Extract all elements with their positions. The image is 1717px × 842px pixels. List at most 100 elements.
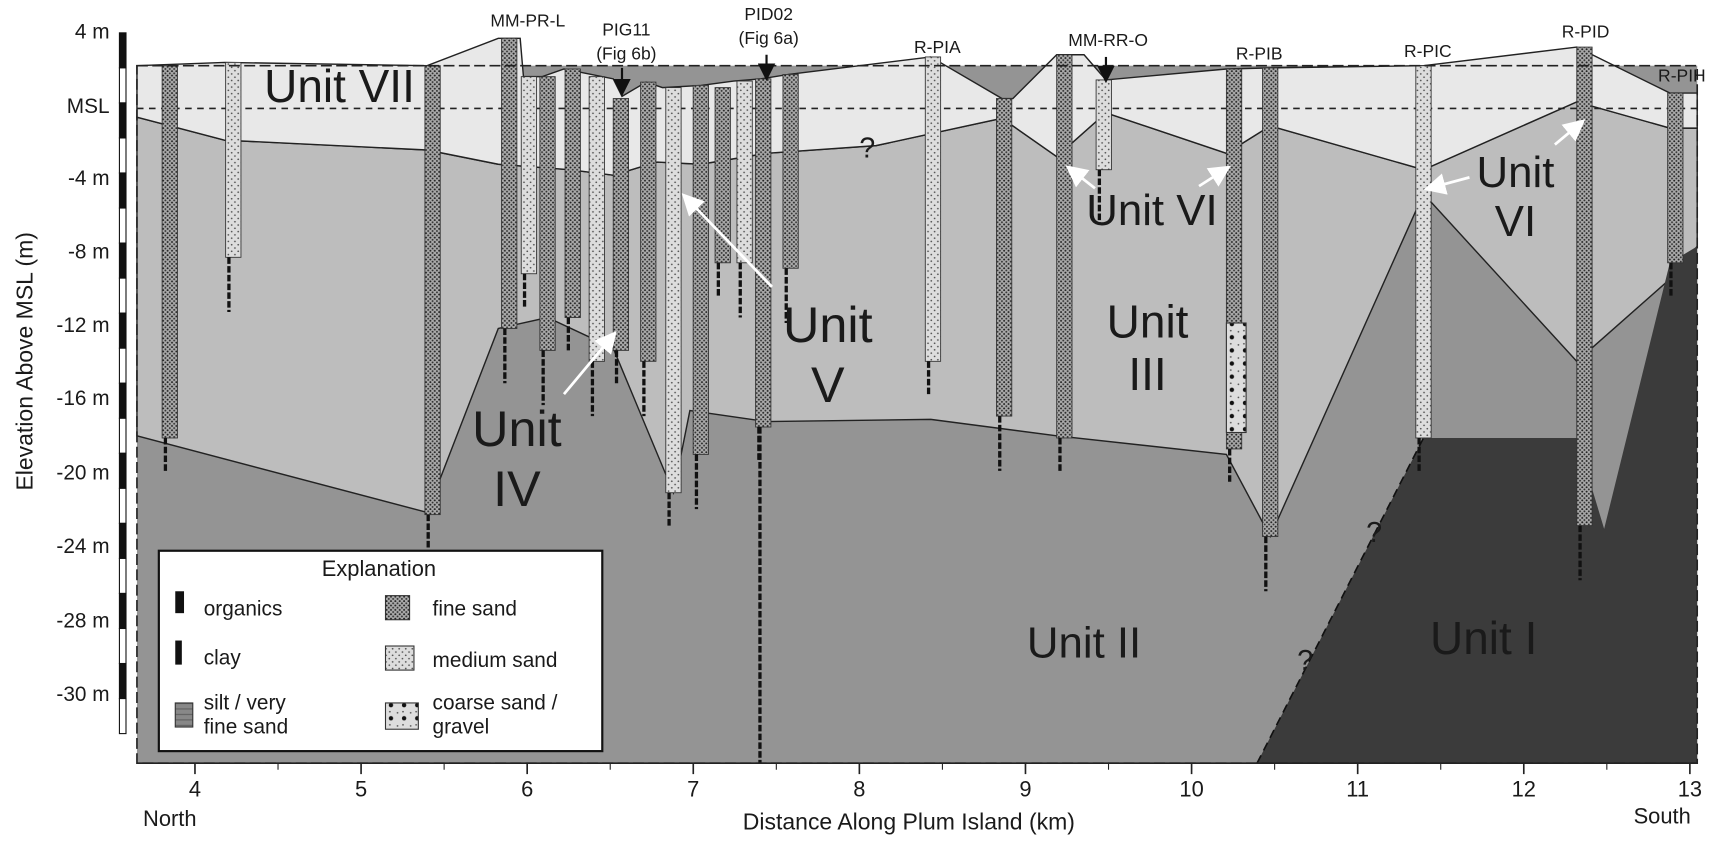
x-tick-label: 8	[853, 776, 865, 801]
ruler-segment	[119, 699, 126, 734]
core	[1226, 323, 1246, 432]
core	[226, 62, 241, 257]
ruler	[119, 33, 126, 734]
x-axis-title: Distance Along Plum Island (km)	[743, 808, 1075, 834]
ruler-segment	[119, 383, 126, 418]
y-tick-label: 4 m	[75, 20, 110, 43]
x-tick-label: 7	[687, 776, 699, 801]
y-tick-label: -12 m	[56, 314, 109, 337]
ruler-segment	[119, 348, 126, 383]
unit-label: Unit I	[1430, 612, 1537, 664]
ruler-segment	[119, 138, 126, 173]
core	[162, 66, 177, 438]
ruler-segment	[119, 558, 126, 593]
ruler-segment	[119, 33, 126, 68]
core	[1057, 55, 1072, 438]
core	[666, 88, 681, 493]
x-tick-label: 12	[1512, 776, 1536, 801]
ruler-segment	[119, 208, 126, 243]
core	[521, 77, 536, 274]
core	[613, 99, 628, 351]
y-tick-label: -8 m	[68, 240, 110, 263]
unit-label: Unit II	[1027, 619, 1141, 668]
core	[1263, 68, 1278, 537]
core	[737, 81, 752, 263]
legend-label: clay	[204, 647, 242, 670]
y-tick-label: -28 m	[56, 609, 109, 632]
legend-label: fine sand	[433, 597, 517, 620]
ruler-segment	[119, 593, 126, 628]
ruler-segment	[119, 488, 126, 523]
core	[996, 99, 1011, 417]
y-tick-label: -24 m	[56, 535, 109, 558]
unit-label: Unit	[1107, 295, 1189, 347]
x-tick-label: 5	[355, 776, 367, 801]
ruler-segment	[119, 173, 126, 208]
question-mark: ?	[859, 133, 875, 165]
ruler-segment	[119, 313, 126, 348]
ruler-segment	[119, 664, 126, 699]
core-label: R-PIC	[1404, 41, 1452, 61]
legend-label: medium sand	[433, 649, 558, 672]
legend-label: organics	[204, 597, 283, 620]
ruler-segment	[119, 68, 126, 103]
core	[925, 57, 940, 361]
swatch-organics	[175, 591, 184, 613]
core	[783, 74, 798, 268]
swatch-coarse-sand	[385, 703, 418, 729]
core-label: (Fig 6b)	[596, 43, 656, 63]
question-mark: ?	[1297, 645, 1313, 677]
ruler-segment	[119, 628, 126, 663]
ruler-segment	[119, 418, 126, 453]
core-label: R-PIA	[914, 37, 961, 57]
core-label: R-PID	[1562, 21, 1610, 41]
core-label: MM-PR-L	[490, 11, 565, 31]
ruler-segment	[119, 103, 126, 138]
core-label: (Fig 6a)	[739, 28, 799, 48]
y-tick-label: MSL	[67, 95, 110, 118]
y-tick-label: -4 m	[68, 167, 110, 190]
x-tick-label: 11	[1346, 776, 1369, 801]
x-tick-label: 13	[1678, 776, 1702, 801]
ruler-segment	[119, 523, 126, 558]
core-label: PID02	[744, 4, 793, 24]
unit-label: Unit	[1477, 148, 1555, 197]
core	[756, 79, 771, 427]
swatch-medium-sand	[385, 646, 413, 670]
north-label: North	[143, 806, 196, 831]
unit-label: Unit VI	[1086, 186, 1217, 235]
y-tick-label: -30 m	[56, 683, 109, 706]
legend-label: coarse sand /	[433, 692, 558, 715]
x-tick-label: 6	[521, 776, 533, 801]
core	[589, 77, 604, 362]
core	[1577, 47, 1592, 525]
unit-label: VI	[1495, 197, 1536, 246]
x-tick-label: 9	[1019, 776, 1031, 801]
core	[425, 66, 440, 515]
y-axis-title: Elevation Above MSL (m)	[11, 232, 37, 490]
unit-label: IV	[493, 460, 541, 517]
unit-label: Unit VII	[264, 60, 415, 112]
south-label: South	[1634, 804, 1691, 829]
legend-label: silt / very	[204, 692, 287, 715]
swatch-silt	[175, 703, 193, 727]
ruler-segment	[119, 278, 126, 313]
core	[1096, 80, 1111, 170]
core	[565, 69, 580, 318]
legend-title: Explanation	[322, 556, 436, 581]
legend-label: gravel	[433, 716, 490, 739]
core	[1416, 66, 1431, 438]
question-mark: ?	[1366, 517, 1382, 549]
core	[1668, 93, 1683, 263]
ruler-segment	[119, 243, 126, 278]
core-label: R-PIB	[1236, 43, 1283, 63]
y-tick-label: -20 m	[56, 462, 109, 485]
core-label: R-PIH	[1658, 65, 1706, 85]
core-label: PIG11	[602, 19, 650, 39]
unit-label: III	[1128, 348, 1166, 400]
swatch-clay	[175, 641, 182, 665]
x-tick-label: 10	[1179, 776, 1203, 801]
core	[540, 77, 555, 351]
cross-section: 4 mMSL-4 m-8 m-12 m-16 m-20 m-24 m-28 m-…	[0, 0, 1717, 842]
swatch-fine-sand	[385, 596, 409, 620]
